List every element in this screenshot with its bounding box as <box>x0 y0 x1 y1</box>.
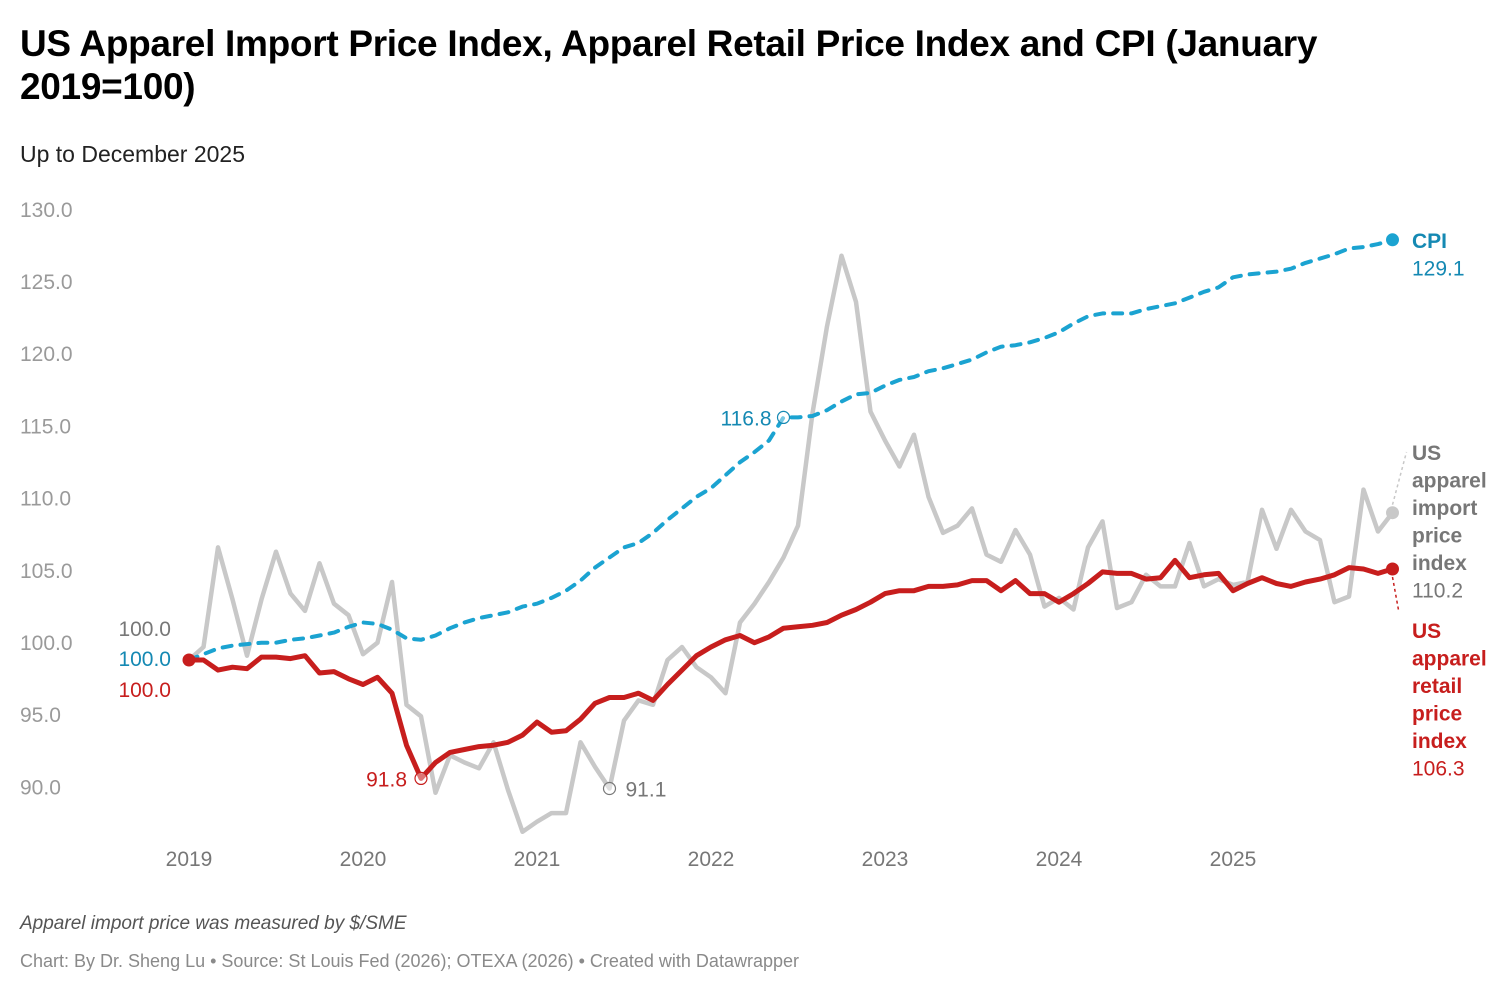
y-tick-label: 100.0 <box>20 632 73 655</box>
import-label-leader <box>1391 451 1408 505</box>
y-tick-label: 95.0 <box>20 704 61 727</box>
series-labels: 100.0 100.0 100.0 116.8 91.1 91.8 CPI 129.1 US ap… <box>118 230 1486 802</box>
series-line-retail-price <box>186 557 1395 781</box>
series-name-label: apparel <box>1412 648 1487 671</box>
chart-subtitle: Up to December 2025 <box>20 141 246 167</box>
series-end-value-label: 129.1 <box>1412 258 1465 281</box>
series-line-import-price <box>186 253 1395 835</box>
end-point-dot <box>1386 233 1399 247</box>
y-tick-label: 115.0 <box>20 415 71 438</box>
start-point-dot <box>182 653 196 667</box>
end-point-dot <box>1386 562 1399 576</box>
series-name-label: CPI <box>1412 230 1447 253</box>
y-tick-label: 120.0 <box>20 343 73 366</box>
series-end-value-label: 106.3 <box>1412 758 1465 781</box>
chart-byline: Chart: By Dr. Sheng Lu • Source: St Loui… <box>20 951 799 971</box>
x-tick-label: 2020 <box>340 848 387 871</box>
x-axis: 2019 2020 2021 2022 2023 2024 2025 <box>166 848 1257 871</box>
x-tick-label: 2021 <box>514 848 561 871</box>
series-name-label: US <box>1412 620 1441 643</box>
series-name-label: US <box>1412 442 1441 465</box>
series-name-label: index <box>1412 730 1467 753</box>
end-point-dot <box>1386 506 1399 520</box>
x-tick-label: 2025 <box>1210 848 1257 871</box>
series-name-label: index <box>1412 552 1467 575</box>
start-value-label: 100.0 <box>118 648 171 671</box>
x-tick-label: 2024 <box>1036 848 1083 871</box>
annotation-marker <box>414 771 428 786</box>
chart-notes: Apparel import price was measured by $/S… <box>20 913 407 934</box>
y-axis: 90.0 95.0 100.0 105.0 110.0 115.0 120.0 125.0 13… <box>20 199 73 800</box>
chart-title: US Apparel Import Price Index, Apparel R… <box>20 23 1318 107</box>
retail-label-leader <box>1391 576 1400 611</box>
annotation-marker <box>602 781 617 796</box>
series-name-label: apparel <box>1412 470 1487 493</box>
series-line-cpi <box>187 237 1395 662</box>
series-name-label: price <box>1412 525 1462 548</box>
y-tick-label: 105.0 <box>20 560 73 583</box>
y-tick-label: 130.0 <box>20 199 73 222</box>
annotation-marker <box>776 410 791 425</box>
series-name-label: retail <box>1412 675 1462 698</box>
annotation-label: 91.8 <box>366 768 407 791</box>
annotation-label: 91.1 <box>626 779 667 802</box>
series-lines <box>186 237 1395 835</box>
start-value-label: 100.0 <box>118 618 171 641</box>
series-end-value-label: 110.2 <box>1412 580 1463 603</box>
x-tick-label: 2023 <box>862 848 909 871</box>
y-tick-label: 110.0 <box>20 488 71 511</box>
y-tick-label: 125.0 <box>20 271 73 294</box>
x-tick-label: 2019 <box>166 848 213 871</box>
series-name-label: import <box>1412 497 1477 520</box>
start-value-label: 100.0 <box>118 679 171 702</box>
x-tick-label: 2022 <box>688 848 735 871</box>
y-tick-label: 90.0 <box>20 776 61 799</box>
annotation-label: 116.8 <box>721 407 772 430</box>
series-name-label: price <box>1412 703 1462 726</box>
